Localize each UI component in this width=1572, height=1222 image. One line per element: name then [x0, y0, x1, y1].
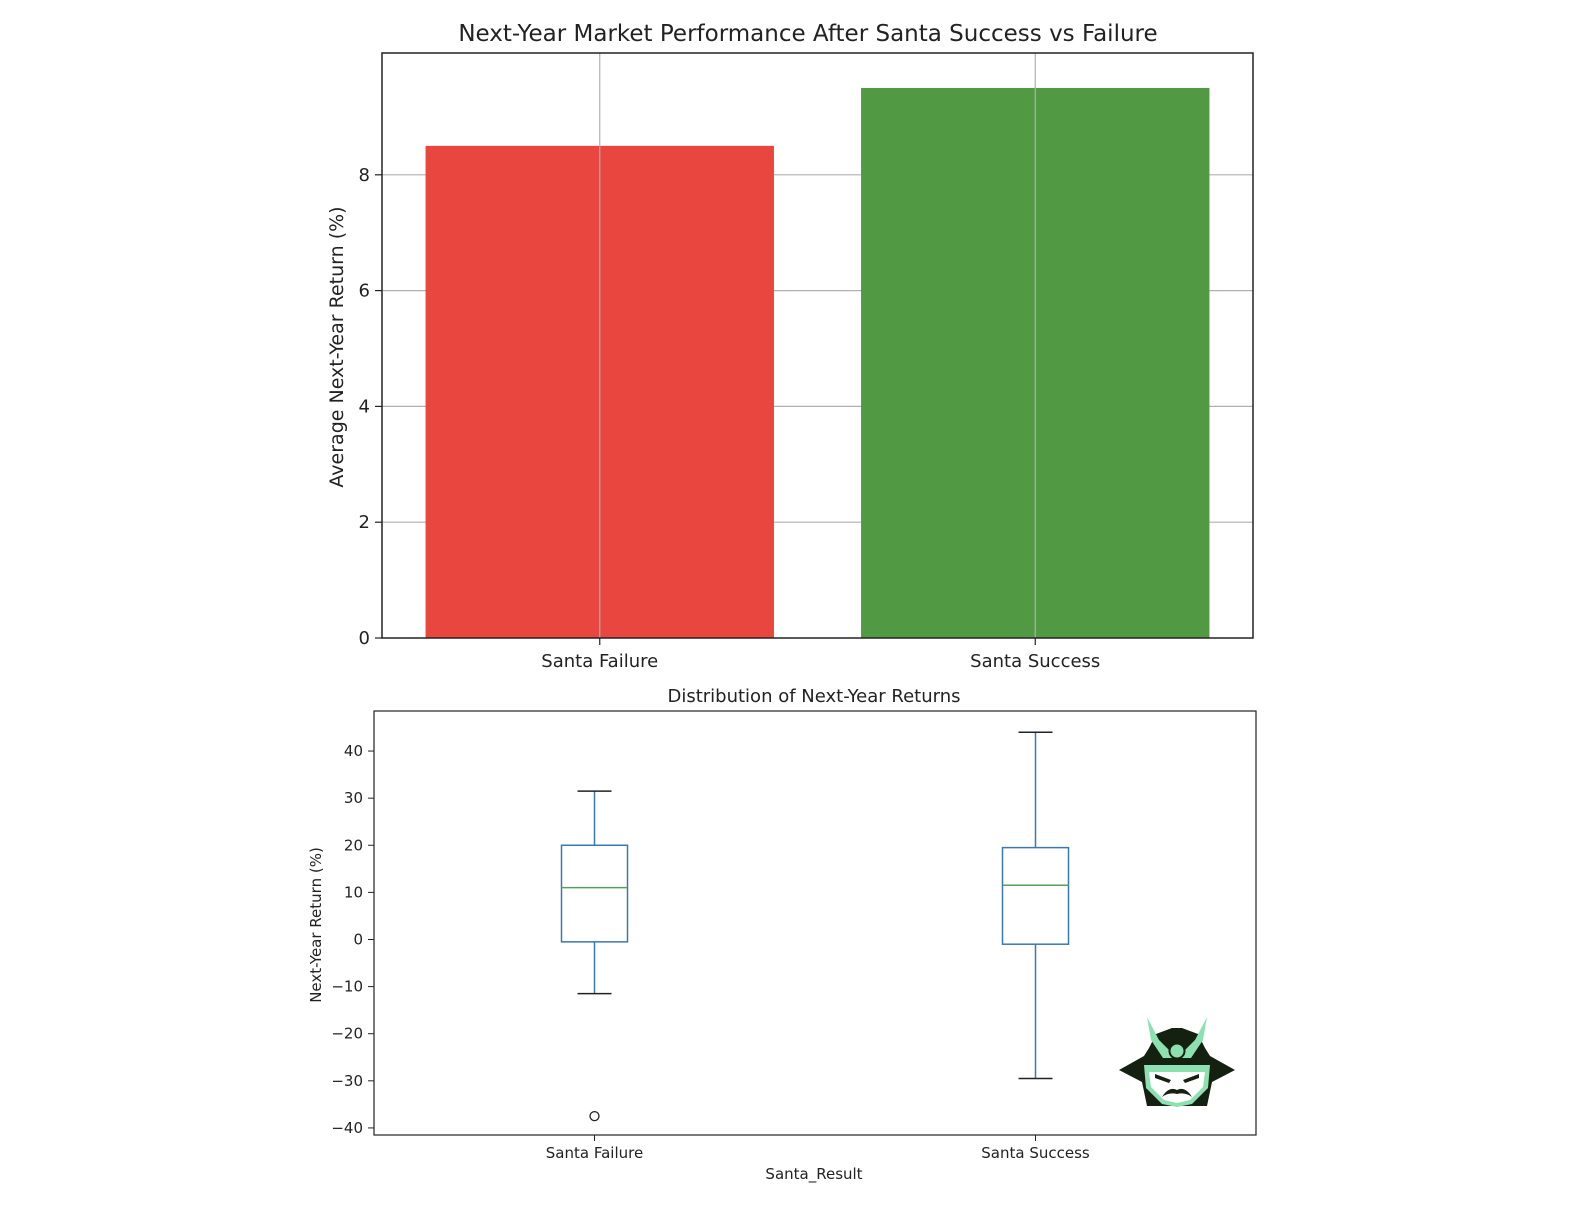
y-tick-label: 2	[359, 512, 370, 533]
box-plot-frame	[373, 710, 1257, 1136]
y-tick-label: −10	[331, 978, 363, 996]
box-plot: Distribution of Next-Year Returns −40 −30…	[307, 686, 1257, 1184]
bar-chart: Next-Year Market Performance After Santa…	[326, 21, 1254, 672]
x-tick-label: Santa Failure	[541, 651, 658, 672]
bar-chart-y-ticks: 0 2 4 6 8	[359, 165, 382, 649]
bar-chart-x-ticks: Santa Failure Santa Success	[541, 638, 1100, 672]
box-plot-y-axis-label: Next-Year Return (%)	[307, 847, 325, 1003]
box-plot-title: Distribution of Next-Year Returns	[667, 686, 960, 707]
bar-chart-title: Next-Year Market Performance After Santa…	[458, 21, 1157, 47]
y-tick-label: −20	[331, 1025, 363, 1043]
box-plot-x-ticks: Santa Failure Santa Success	[546, 1135, 1090, 1162]
y-tick-label: 6	[359, 281, 370, 302]
box-plot-y-ticks: −40 −30 −20 −10 0 10 20 30 40	[331, 742, 374, 1137]
y-tick-label: 0	[353, 930, 363, 948]
box-santa-success	[1001, 731, 1070, 1080]
y-tick-label: 10	[344, 883, 363, 901]
samurai-helmet-logo-icon	[1119, 1017, 1235, 1107]
box-iqr	[1001, 846, 1070, 945]
y-tick-label: 40	[344, 742, 363, 760]
y-tick-label: 4	[359, 396, 370, 417]
y-tick-label: 0	[359, 628, 370, 649]
x-tick-label: Santa Failure	[546, 1144, 643, 1162]
x-tick-label: Santa Success	[981, 1144, 1090, 1162]
bar-chart-vertical-grid	[599, 53, 1036, 638]
y-tick-label: 20	[344, 836, 363, 854]
x-tick-label: Santa Success	[970, 651, 1100, 672]
outlier-point	[589, 1111, 600, 1122]
y-tick-label: 8	[359, 165, 370, 186]
box-plot-x-axis-label: Santa_Result	[765, 1165, 862, 1184]
y-tick-label: −40	[331, 1119, 363, 1137]
box-iqr	[560, 844, 629, 943]
y-tick-label: −30	[331, 1072, 363, 1090]
bar-chart-frame	[381, 52, 1254, 639]
bar-chart-y-axis-label: Average Next-Year Return (%)	[326, 206, 348, 487]
box-santa-failure	[560, 790, 629, 1122]
box-plot-boxes	[560, 731, 1070, 1122]
y-tick-label: 30	[344, 789, 363, 807]
